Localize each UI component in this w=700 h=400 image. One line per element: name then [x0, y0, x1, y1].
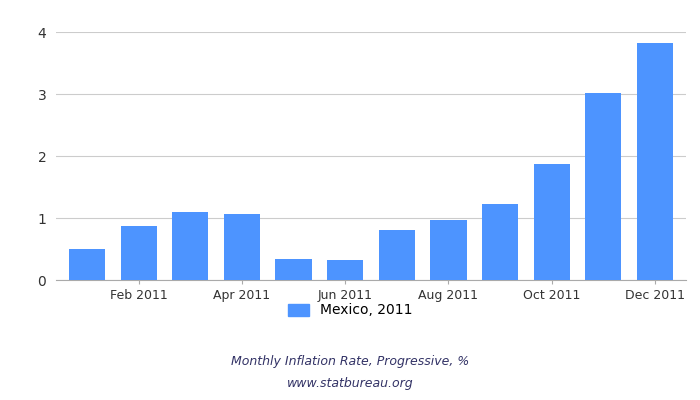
- Bar: [276, 259, 312, 280]
- Bar: [585, 93, 622, 280]
- Bar: [637, 43, 673, 280]
- Bar: [327, 260, 363, 280]
- Bar: [69, 249, 105, 280]
- Legend: Mexico, 2011: Mexico, 2011: [282, 298, 418, 323]
- Bar: [172, 212, 209, 280]
- Text: www.statbureau.org: www.statbureau.org: [287, 378, 413, 390]
- Bar: [430, 220, 466, 280]
- Bar: [224, 214, 260, 280]
- Bar: [379, 230, 415, 280]
- Text: Monthly Inflation Rate, Progressive, %: Monthly Inflation Rate, Progressive, %: [231, 356, 469, 368]
- Bar: [533, 164, 570, 280]
- Bar: [482, 204, 518, 280]
- Bar: [120, 226, 157, 280]
